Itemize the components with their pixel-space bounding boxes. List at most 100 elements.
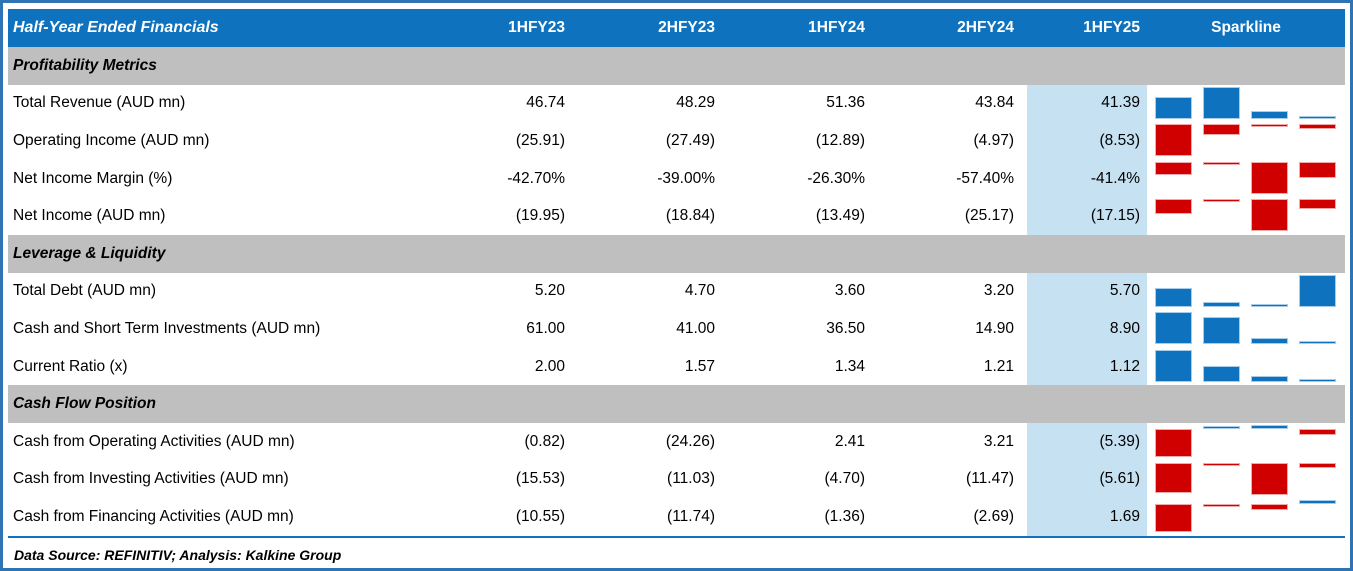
section-title: Profitability Metrics bbox=[13, 56, 157, 74]
value-cell: 1.34 bbox=[834, 357, 865, 375]
section-header-row: Leverage & Liquidity bbox=[8, 234, 1345, 273]
spark-bar-slot bbox=[1251, 500, 1288, 533]
value-cell: 46.74 bbox=[526, 94, 565, 112]
table-row: Cash and Short Term Investments (AUD mn)… bbox=[8, 310, 1345, 348]
spark-bar bbox=[1203, 462, 1240, 466]
spark-bar bbox=[1203, 365, 1240, 382]
spark-bar-slot bbox=[1251, 87, 1288, 120]
spark-bar bbox=[1299, 462, 1336, 468]
spark-bar-slot bbox=[1299, 161, 1336, 195]
column-header-1hfy23: 1HFY23 bbox=[508, 19, 565, 36]
spark-bar bbox=[1203, 86, 1240, 119]
value-cell: 41.39 bbox=[1027, 84, 1147, 123]
value-cell: (5.61) bbox=[1027, 460, 1147, 499]
row-label: Total Revenue (AUD mn) bbox=[13, 94, 186, 112]
spark-bar-slot bbox=[1299, 199, 1336, 232]
spark-bar bbox=[1203, 124, 1240, 136]
value-cell: (2.69) bbox=[973, 507, 1015, 525]
spark-bar-slot bbox=[1155, 312, 1192, 345]
row-label: Cash and Short Term Investments (AUD mn) bbox=[13, 319, 321, 337]
spark-bar bbox=[1155, 287, 1192, 307]
value-cell: (5.39) bbox=[1027, 422, 1147, 461]
table-row: Cash from Operating Activities (AUD mn) (… bbox=[8, 422, 1345, 461]
spark-bar bbox=[1299, 378, 1336, 382]
spark-bar bbox=[1251, 504, 1288, 511]
value-cell: (27.49) bbox=[665, 131, 715, 149]
spark-bar bbox=[1203, 301, 1240, 307]
value-cell: (15.53) bbox=[515, 470, 565, 488]
spark-bar bbox=[1155, 124, 1192, 157]
spark-bar-slot bbox=[1299, 500, 1336, 533]
value-cell: (10.55) bbox=[515, 507, 565, 525]
sparkline bbox=[1147, 423, 1345, 461]
value-cell: 4.70 bbox=[684, 282, 715, 300]
spark-bar-slot bbox=[1299, 425, 1336, 458]
row-label: Cash from Financing Activities (AUD mn) bbox=[13, 507, 294, 525]
table-row: Current Ratio (x) 2.00 1.57 1.34 1.21 1.12 bbox=[8, 347, 1345, 386]
section-header-row: Cash Flow Position bbox=[8, 385, 1345, 423]
value-cell: (1.36) bbox=[824, 507, 866, 525]
spark-bar bbox=[1203, 161, 1240, 165]
sparkline bbox=[1147, 122, 1345, 160]
value-cell: (24.26) bbox=[665, 432, 715, 450]
value-cell: 1.69 bbox=[1027, 498, 1147, 536]
value-cell: 14.90 bbox=[975, 319, 1014, 337]
value-cell: (17.15) bbox=[1027, 197, 1147, 235]
spark-bar-slot bbox=[1251, 312, 1288, 345]
table-row: Net Income (AUD mn) (19.95) (18.84) (13.49)… bbox=[8, 197, 1345, 235]
value-cell: (13.49) bbox=[815, 207, 865, 225]
spark-bar-slot bbox=[1203, 462, 1240, 496]
spark-bar bbox=[1299, 161, 1336, 178]
section-title: Leverage & Liquidity bbox=[13, 244, 166, 262]
value-cell: 8.90 bbox=[1027, 310, 1147, 348]
value-cell: (0.82) bbox=[524, 432, 566, 450]
value-cell: 3.20 bbox=[983, 282, 1014, 300]
spark-bar-slot bbox=[1299, 87, 1336, 120]
spark-bar-slot bbox=[1155, 425, 1192, 458]
value-cell: (25.17) bbox=[964, 207, 1014, 225]
sparkline bbox=[1147, 498, 1345, 536]
value-cell: 51.36 bbox=[826, 94, 865, 112]
row-label: Current Ratio (x) bbox=[13, 357, 128, 375]
value-cell: 48.29 bbox=[676, 94, 715, 112]
spark-bar-slot bbox=[1155, 349, 1192, 383]
spark-bar-slot bbox=[1155, 500, 1192, 533]
row-label: Operating Income (AUD mn) bbox=[13, 131, 210, 149]
spark-bar-slot bbox=[1299, 462, 1336, 496]
value-cell: 1.12 bbox=[1027, 347, 1147, 386]
spark-bar-slot bbox=[1203, 425, 1240, 458]
spark-bar bbox=[1155, 199, 1192, 215]
table-row: Total Revenue (AUD mn) 46.74 48.29 51.36 43.… bbox=[8, 84, 1345, 123]
spark-bar bbox=[1299, 199, 1336, 210]
value-cell: 36.50 bbox=[826, 319, 865, 337]
column-header-2hfy23: 2HFY23 bbox=[658, 19, 715, 36]
value-cell: 43.84 bbox=[975, 94, 1014, 112]
spark-bar bbox=[1299, 274, 1336, 307]
spark-bar-slot bbox=[1203, 500, 1240, 533]
spark-bar bbox=[1203, 317, 1240, 345]
spark-bar bbox=[1251, 199, 1288, 232]
spark-bar-slot bbox=[1203, 350, 1240, 383]
spark-bar-slot bbox=[1155, 124, 1192, 157]
spark-bar bbox=[1203, 199, 1240, 203]
value-cell: (8.53) bbox=[1027, 122, 1147, 160]
spark-bar-slot bbox=[1155, 462, 1192, 496]
value-cell: 5.70 bbox=[1027, 272, 1147, 311]
spark-bar bbox=[1155, 428, 1192, 457]
table-header-row: Half-Year Ended Financials 1HFY23 2HFY23… bbox=[8, 9, 1345, 47]
spark-bar bbox=[1299, 115, 1336, 119]
spark-bar-slot bbox=[1299, 350, 1336, 383]
spark-bar-slot bbox=[1203, 199, 1240, 232]
value-cell: (4.97) bbox=[973, 131, 1015, 149]
spark-bar bbox=[1251, 110, 1288, 119]
spark-bar bbox=[1251, 161, 1288, 194]
spark-bar-slot bbox=[1155, 161, 1192, 195]
value-cell: 5.20 bbox=[534, 282, 565, 300]
sparkline bbox=[1147, 85, 1345, 123]
spark-bar-slot bbox=[1251, 350, 1288, 383]
sparkline bbox=[1147, 160, 1345, 198]
spark-bar-slot bbox=[1203, 124, 1240, 157]
spark-bar-slot bbox=[1203, 86, 1240, 120]
value-cell: 3.21 bbox=[983, 432, 1014, 450]
sparkline bbox=[1147, 461, 1345, 499]
